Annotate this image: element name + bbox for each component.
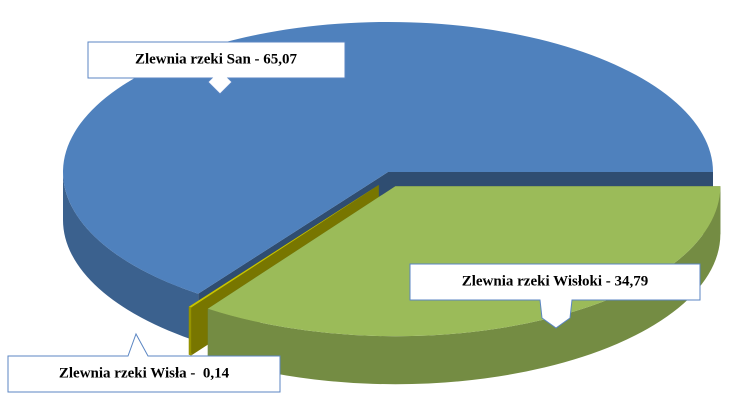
slice-wall: [63, 172, 199, 342]
callout: [409, 263, 701, 329]
slice: [188, 185, 379, 308]
slice: [62, 22, 713, 294]
slice-wall: [188, 306, 192, 356]
slice-wall: [207, 186, 721, 385]
callout: [7, 332, 281, 393]
data-label: Zlewnia rzeki Wisłoki - 34,79: [462, 273, 649, 289]
data-label: Zlewnia rzeki San - 65,07: [135, 51, 298, 67]
callout: [87, 41, 346, 95]
data-label: Zlewnia rzeki Wisła - 0,14: [59, 365, 230, 381]
callouts: [7, 41, 701, 393]
